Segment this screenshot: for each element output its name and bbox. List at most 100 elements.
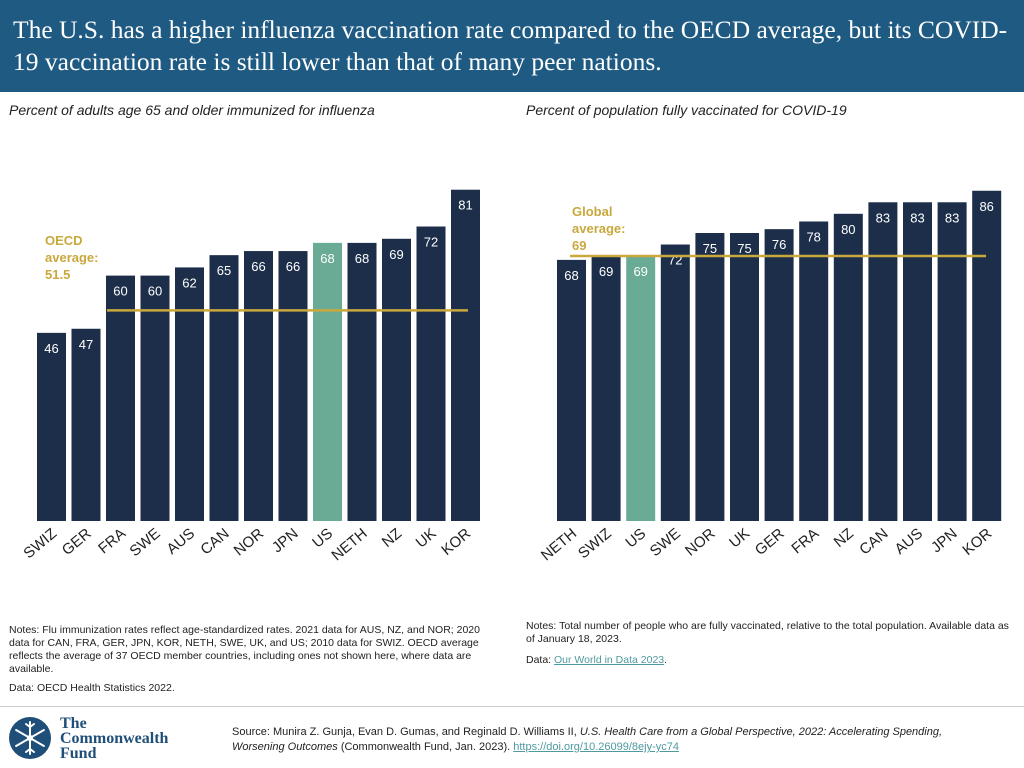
flu-notes: Notes: Flu immunization rates reflect ag… <box>9 624 480 675</box>
flu-value-us: 68 <box>320 251 334 266</box>
covid-category-swe: SWE <box>647 525 684 560</box>
flu-category-swiz: SWIZ <box>20 525 60 562</box>
covid-data-prefix: Data: <box>526 654 555 666</box>
footer-divider <box>0 706 1024 707</box>
flu-value-ger: 47 <box>79 337 93 352</box>
covid-bar-jpn <box>937 202 967 521</box>
flu-bar-nz <box>382 238 411 522</box>
covid-bar-nor <box>695 233 725 521</box>
flu-value-aus: 62 <box>182 275 196 290</box>
flu-value-uk: 72 <box>424 235 438 250</box>
doi-link[interactable]: https://doi.org/10.26099/8ejy-yc74 <box>513 741 679 753</box>
covid-bar-can <box>868 202 898 521</box>
covid-value-jpn: 83 <box>945 210 959 225</box>
flu-category-kor: KOR <box>438 525 474 559</box>
covid-data-suffix: . <box>664 654 668 666</box>
flu-bar-fra <box>106 275 135 521</box>
flu-category-swe: SWE <box>126 525 163 560</box>
covid-bar-swiz <box>591 256 621 521</box>
flu-bar-jpn <box>278 251 308 521</box>
flu-bar-kor <box>451 189 480 521</box>
covid-bar-nz <box>833 213 863 522</box>
flu-chart-title: Percent of adults age 65 and older immun… <box>9 102 375 118</box>
covid-category-neth: NETH <box>538 525 580 564</box>
covid-category-ger: GER <box>752 525 788 559</box>
flu-category-aus: AUS <box>164 525 199 558</box>
our-world-in-data-link[interactable]: Our World in Data 2023 <box>554 654 665 666</box>
covid-value-neth: 68 <box>564 268 578 283</box>
flu-value-neth: 68 <box>355 251 369 266</box>
covid-average-label-line-2: average: <box>572 221 625 236</box>
covid-value-us: 69 <box>633 264 647 279</box>
covid-value-ger: 76 <box>772 237 786 252</box>
header-banner: The U.S. has a higher influenza vaccinat… <box>0 0 1024 92</box>
covid-category-swiz: SWIZ <box>575 525 615 562</box>
covid-value-swiz: 69 <box>599 264 613 279</box>
source-citation: Source: Munira Z. Gunja, Evan D. Gumas, … <box>232 725 992 755</box>
covid-data-source: Data: Our World in Data 2023. <box>526 654 1016 667</box>
flu-category-nz: NZ <box>379 525 405 551</box>
flu-value-kor: 81 <box>458 198 472 213</box>
covid-category-aus: AUS <box>892 525 927 558</box>
snowflake-logo-icon <box>9 717 51 759</box>
covid-bar-neth <box>557 259 586 521</box>
covid-category-uk: UK <box>726 525 753 551</box>
logo-line-3: Fund <box>60 745 97 762</box>
source-title: U.S. Health Care from a Global Perspecti… <box>232 726 943 753</box>
covid-bar-kor <box>972 190 1002 521</box>
covid-category-nz: NZ <box>831 525 857 551</box>
covid-category-nor: NOR <box>682 525 719 560</box>
flu-average-label-line-1: OECD <box>45 233 83 248</box>
flu-category-uk: UK <box>413 525 440 551</box>
covid-category-can: CAN <box>856 525 891 558</box>
covid-category-jpn: JPN <box>928 525 961 556</box>
covid-bar-fra <box>799 221 829 522</box>
covid-bar-us <box>626 256 656 521</box>
covid-value-uk: 75 <box>737 241 751 256</box>
covid-bar-ger <box>764 229 794 521</box>
covid-value-kor: 86 <box>979 199 993 214</box>
flu-bar-nor <box>244 251 273 521</box>
source-prefix: Source: Munira Z. Gunja, Evan D. Gumas, … <box>232 726 580 738</box>
flu-value-swe: 60 <box>148 284 162 299</box>
flu-bar-uk <box>416 226 446 521</box>
logo-wordmark: The Commonwealth Fund <box>60 715 169 762</box>
flu-bar-neth <box>347 242 377 521</box>
covid-average-label-line-3: 69 <box>572 238 586 253</box>
flu-average-label-line-3: 51.5 <box>45 267 70 282</box>
flu-category-nor: NOR <box>231 525 268 560</box>
covid-category-kor: KOR <box>959 525 995 559</box>
logo-line-1: The <box>60 715 87 732</box>
flu-value-nor: 66 <box>251 259 265 274</box>
source-suffix: (Commonwealth Fund, Jan. 2023). <box>337 741 514 753</box>
covid-value-fra: 78 <box>806 229 820 244</box>
logo-line-2: Commonwealth <box>60 730 169 747</box>
flu-bar-us <box>313 242 342 521</box>
covid-category-fra: FRA <box>788 525 822 557</box>
commonwealth-fund-logo: The Commonwealth Fund <box>8 716 208 762</box>
covid-value-swe: 72 <box>668 253 682 268</box>
flu-value-swiz: 46 <box>44 341 58 356</box>
flu-bar-can <box>209 255 239 521</box>
covid-value-nz: 80 <box>841 222 855 237</box>
flu-bar-swe <box>140 275 170 521</box>
covid-bar-uk <box>730 233 759 521</box>
flu-value-jpn: 66 <box>286 259 300 274</box>
covid-value-nor: 75 <box>703 241 717 256</box>
flu-value-nz: 69 <box>389 247 403 262</box>
flu-bar-aus <box>175 267 204 521</box>
flu-value-can: 65 <box>217 263 231 278</box>
flu-category-can: CAN <box>197 525 232 558</box>
flu-bar-swiz <box>37 332 66 521</box>
page-title: The U.S. has a higher influenza vaccinat… <box>13 15 1008 76</box>
covid-value-can: 83 <box>876 210 890 225</box>
flu-value-fra: 60 <box>113 284 127 299</box>
flu-data-source: Data: OECD Health Statistics 2022. <box>9 682 175 694</box>
covid-notes: Notes: Total number of people who are fu… <box>526 620 1009 645</box>
flu-category-fra: FRA <box>95 525 129 557</box>
covid-bar-swe <box>660 244 690 521</box>
covid-category-us: US <box>622 525 649 551</box>
covid-chart-title: Percent of population fully vaccinated f… <box>526 102 847 118</box>
covid-value-aus: 83 <box>910 210 924 225</box>
covid-average-label-line-1: Global <box>572 204 612 219</box>
